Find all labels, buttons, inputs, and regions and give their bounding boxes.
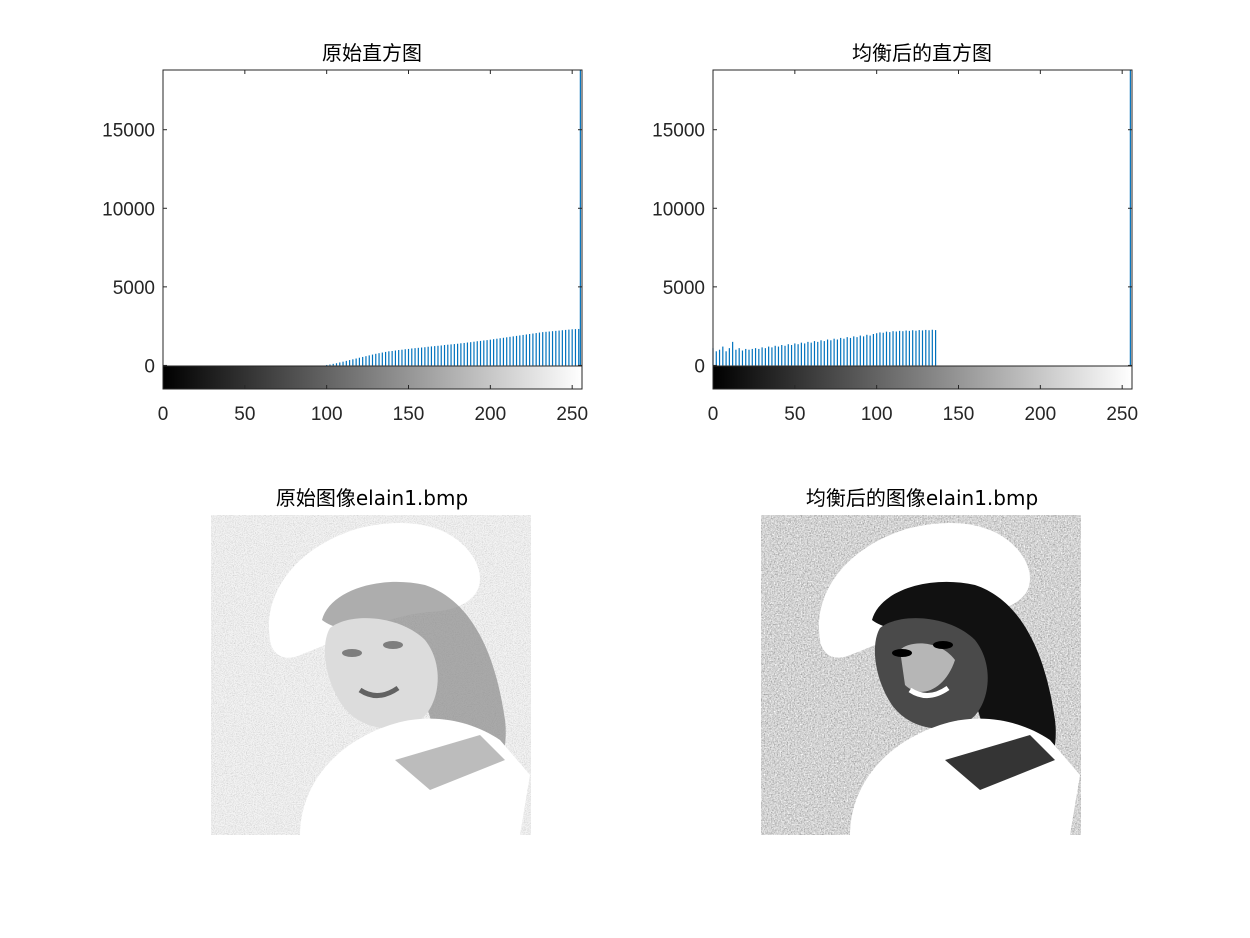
y-tick-label: 10000	[102, 199, 155, 220]
equalized-histogram-panel: 均衡后的直方图 0 5000 10000 15000 0 50 100 150 200 250	[652, 41, 1138, 425]
x-axis-ticks: 0 50 100 150 200 250	[708, 70, 1138, 425]
panel-title: 原始直方图	[322, 41, 422, 65]
y-tick-label: 15000	[102, 121, 155, 142]
x-tick-label: 150	[393, 404, 425, 425]
original-image	[211, 515, 531, 835]
x-tick-label: 250	[556, 404, 588, 425]
y-tick-label: 0	[144, 356, 155, 377]
x-tick-label: 150	[943, 404, 975, 425]
y-tick-label: 5000	[113, 278, 155, 299]
x-tick-label: 0	[158, 404, 169, 425]
x-tick-label: 50	[784, 404, 805, 425]
original-histogram-panel: 原始直方图 0 5000 10000 15000 0 50 100 150 200 250	[102, 41, 588, 425]
panel-title: 均衡后的直方图	[852, 41, 992, 65]
x-tick-label: 250	[1106, 404, 1138, 425]
equalized-image-panel: 均衡后的图像elain1.bmp	[761, 486, 1081, 835]
x-tick-label: 200	[1024, 404, 1056, 425]
x-tick-label: 0	[708, 404, 719, 425]
panel-title: 原始图像elain1.bmp	[276, 486, 468, 510]
grayscale-colorbar	[713, 366, 1132, 389]
x-tick-label: 200	[474, 404, 506, 425]
x-axis-ticks: 0 50 100 150 200 250	[158, 70, 588, 425]
x-tick-label: 50	[234, 404, 255, 425]
x-tick-label: 100	[311, 404, 343, 425]
x-tick-label: 100	[861, 404, 893, 425]
axes-box	[712, 69, 1133, 390]
y-tick-label: 5000	[663, 278, 705, 299]
y-axis-ticks: 0 5000 10000 15000	[102, 121, 582, 377]
y-axis-ticks: 0 5000 10000 15000	[652, 121, 1132, 377]
y-tick-label: 10000	[652, 199, 705, 220]
histogram-bars	[712, 70, 1131, 366]
original-image-panel: 原始图像elain1.bmp	[211, 486, 531, 835]
histogram-bars	[326, 70, 581, 366]
y-tick-label: 0	[694, 356, 705, 377]
axes-box	[162, 69, 583, 390]
y-tick-label: 15000	[652, 121, 705, 142]
equalized-image	[761, 515, 1081, 835]
panel-title: 均衡后的图像elain1.bmp	[806, 486, 1038, 510]
grayscale-colorbar	[163, 366, 582, 389]
